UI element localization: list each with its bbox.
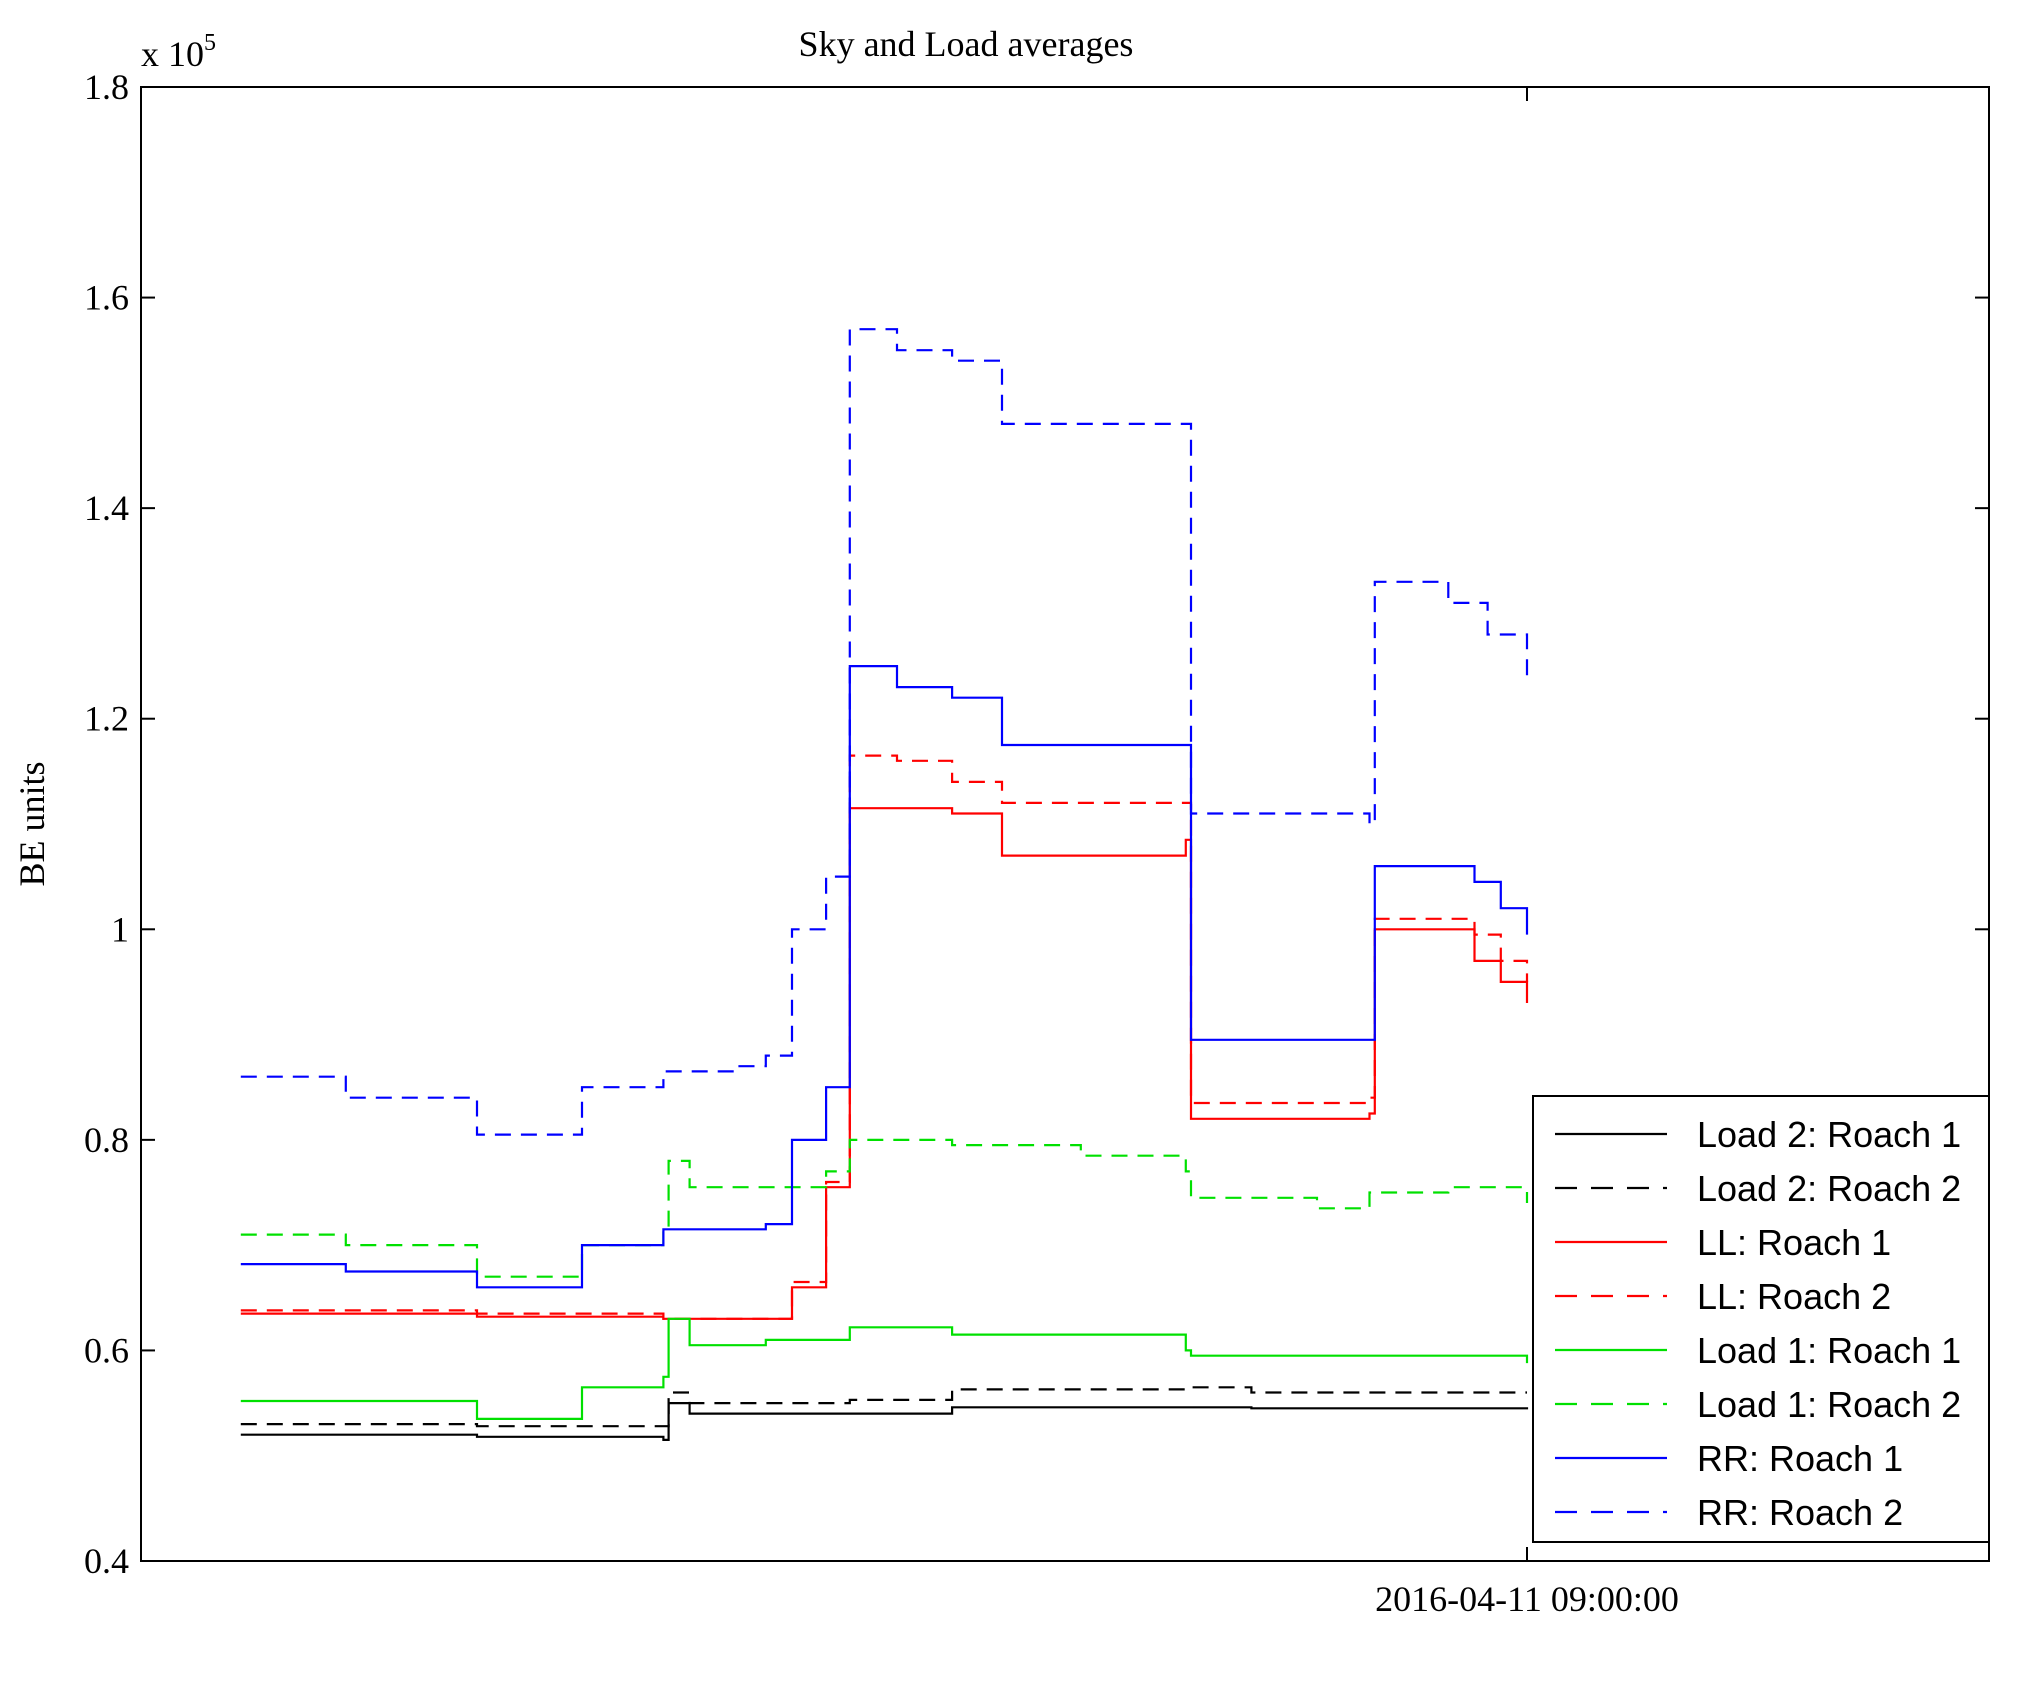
axis-ticks: 0.4 0.6 0.8 1 1.2 1.4 1.6 1.8 2016-04-11 09:00:0… — [84, 67, 1989, 1619]
y-tick-label: 1.2 — [84, 699, 129, 739]
y-tick-label: 1.6 — [84, 278, 129, 318]
series-line-8 — [240, 328, 1529, 1136]
legend-label: LL: Roach 2 — [1697, 1276, 1891, 1317]
y-tick-label: 0.6 — [84, 1330, 129, 1370]
axes-frame — [140, 86, 1990, 1562]
series-layer — [240, 328, 1529, 1441]
series-line-4 — [240, 754, 1529, 1320]
y-tick-label: 0.4 — [84, 1541, 129, 1581]
series-line-1 — [240, 1402, 1529, 1441]
series-line-5 — [240, 1317, 1529, 1420]
chart-title: Sky and Load averages — [799, 24, 1134, 64]
y-tick-label: 1 — [111, 909, 129, 949]
y-tick-label: 0.8 — [84, 1120, 129, 1160]
series-line-2 — [240, 1386, 1527, 1428]
y-tick-label: 1.8 — [84, 67, 129, 107]
x-tick-label: 2016-04-11 09:00:00 — [1375, 1579, 1679, 1619]
y-tick-label: 1.4 — [84, 488, 129, 528]
legend-label: Load 2: Roach 1 — [1697, 1114, 1961, 1155]
legend: Load 2: Roach 1 Load 2: Roach 2 LL: Roach … — [1532, 1095, 1990, 1543]
legend-label: RR: Roach 2 — [1697, 1492, 1903, 1533]
legend-box — [1532, 1095, 1990, 1543]
legend-label: RR: Roach 1 — [1697, 1438, 1903, 1479]
y-multiplier: x 105 — [141, 30, 216, 74]
legend-label: Load 1: Roach 2 — [1697, 1384, 1961, 1425]
legend-label: Load 1: Roach 1 — [1697, 1330, 1961, 1371]
legend-label: Load 2: Roach 2 — [1697, 1168, 1961, 1209]
series-line-7 — [240, 665, 1529, 1289]
legend-label: LL: Roach 1 — [1697, 1222, 1891, 1263]
y-axis-label: BE units — [12, 761, 52, 886]
